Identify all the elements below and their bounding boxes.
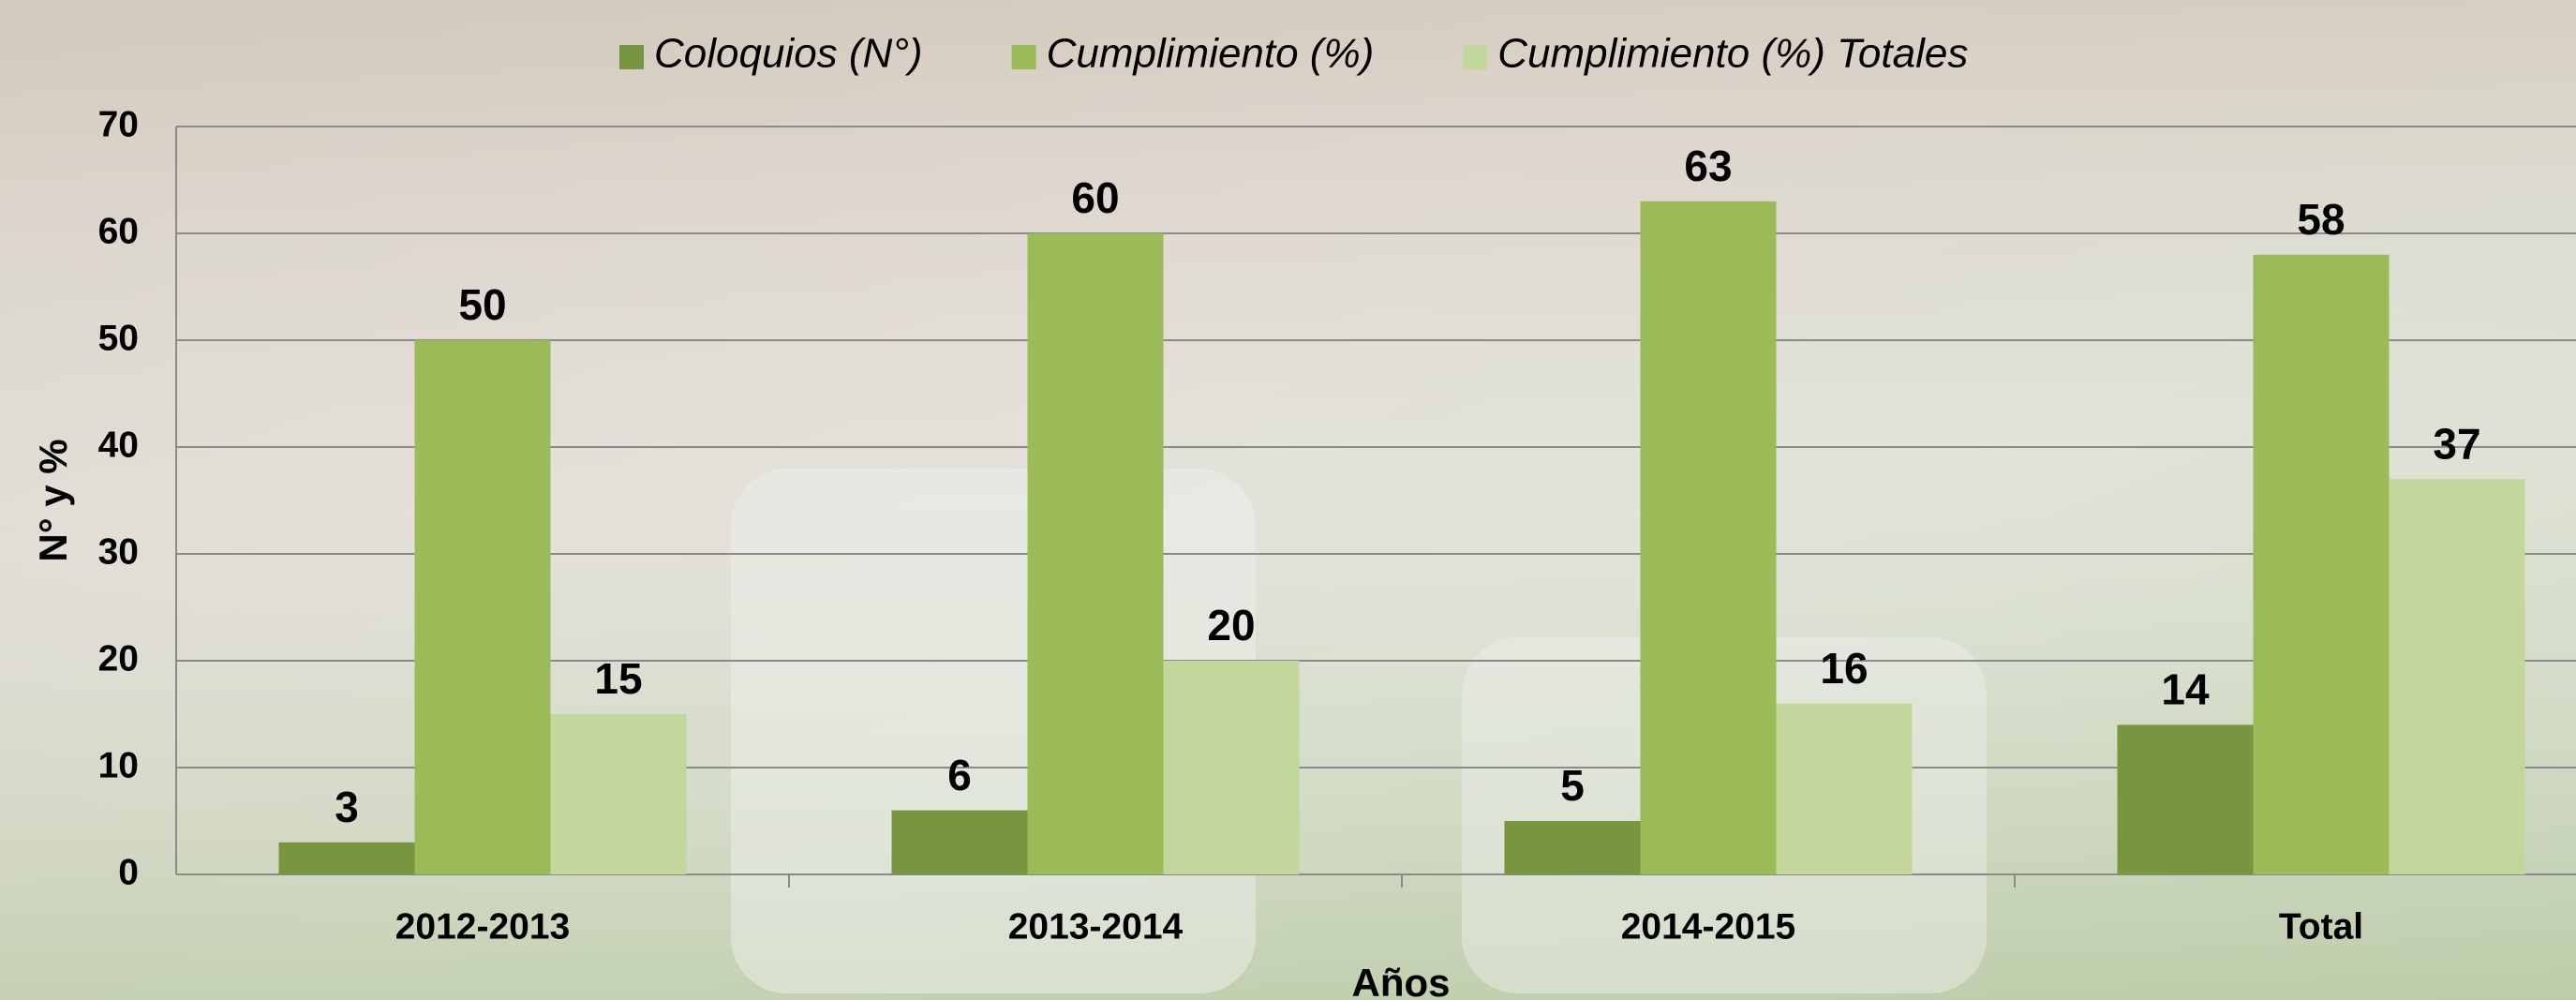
y-tick-label: 10 bbox=[98, 745, 139, 785]
data-label: 3 bbox=[335, 783, 359, 831]
bar bbox=[2254, 255, 2390, 874]
legend-label: Cumplimiento (%) bbox=[1047, 31, 1375, 77]
bar bbox=[1641, 201, 1777, 874]
bar bbox=[892, 811, 1028, 874]
data-label: 58 bbox=[2297, 195, 2345, 244]
x-tick-label: 2012-2013 bbox=[395, 906, 571, 947]
y-tick-label: 40 bbox=[98, 425, 139, 465]
legend-swatch bbox=[1463, 45, 1487, 69]
bar bbox=[1028, 233, 1164, 874]
data-label: 60 bbox=[1071, 173, 1119, 222]
data-label: 50 bbox=[458, 280, 506, 329]
y-tick-label: 0 bbox=[118, 852, 139, 892]
y-tick-label: 70 bbox=[98, 104, 139, 144]
x-tick-label: 2014-2015 bbox=[1621, 906, 1796, 947]
bar bbox=[1505, 821, 1641, 874]
legend-label: Cumplimiento (%) Totales bbox=[1497, 31, 1968, 77]
y-tick-label: 60 bbox=[98, 211, 139, 251]
bar bbox=[1164, 661, 1300, 874]
data-label: 37 bbox=[2433, 419, 2480, 468]
data-label: 20 bbox=[1207, 601, 1255, 649]
bar bbox=[415, 340, 551, 874]
legend-swatch bbox=[619, 45, 644, 69]
bar bbox=[2118, 724, 2254, 874]
chart: N° y % Años 0 10 20 30 40 50 60 70 2012-2013 3 50 1… bbox=[0, 0, 2576, 1000]
data-label: 6 bbox=[947, 751, 972, 799]
data-label: 16 bbox=[1820, 644, 1868, 693]
bar bbox=[2390, 479, 2525, 874]
data-label: 5 bbox=[1560, 761, 1585, 810]
legend-swatch bbox=[1012, 45, 1036, 69]
y-tick-label: 20 bbox=[98, 638, 139, 679]
bar bbox=[551, 714, 687, 874]
y-axis-label: N° y % bbox=[31, 439, 75, 561]
y-tick-label: 30 bbox=[98, 531, 139, 572]
x-tick-label: Total bbox=[2279, 906, 2363, 947]
legend-label: Coloquios (N°) bbox=[654, 31, 923, 77]
x-tick-label: 2013-2014 bbox=[1008, 906, 1184, 947]
data-label: 63 bbox=[1684, 142, 1732, 190]
data-label: 14 bbox=[2161, 665, 2210, 714]
data-label: 15 bbox=[594, 654, 642, 703]
y-tick-label: 50 bbox=[98, 318, 139, 358]
bar bbox=[1777, 704, 1913, 874]
x-axis-label: Años bbox=[1352, 961, 1451, 1000]
bar bbox=[279, 843, 415, 874]
